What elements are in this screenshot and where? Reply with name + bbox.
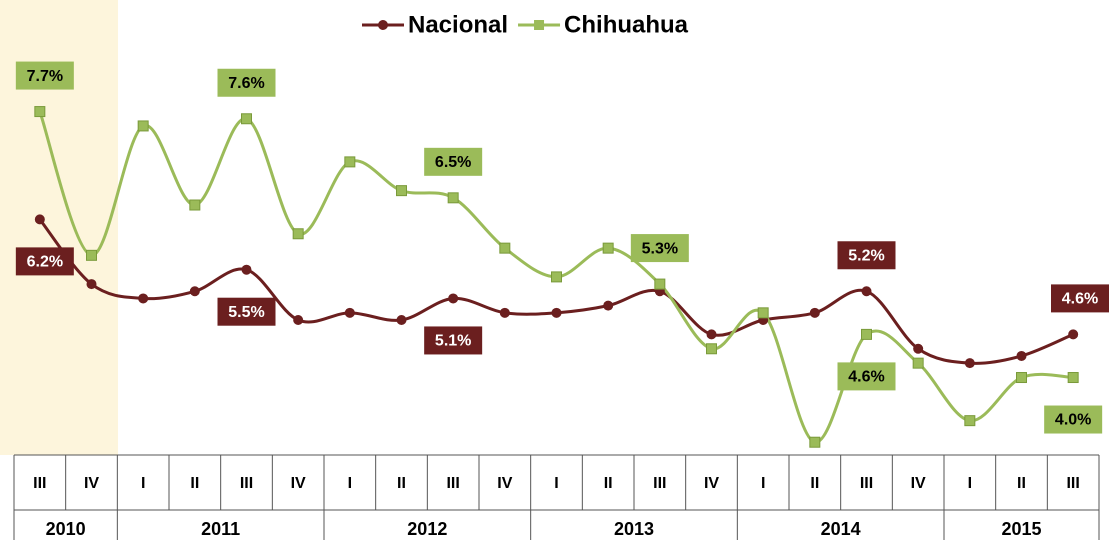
x-tick-label: IV <box>911 475 926 492</box>
point <box>551 307 562 318</box>
legend-marker <box>378 20 388 30</box>
x-tick-label: III <box>446 475 459 492</box>
year-label: 2015 <box>1001 519 1041 539</box>
point <box>1016 372 1027 384</box>
x-tick-label: I <box>141 475 145 492</box>
point <box>292 228 304 240</box>
x-tick-label: IV <box>497 475 512 492</box>
point <box>861 286 872 297</box>
label-box <box>630 234 689 263</box>
legend-label: Chihuahua <box>564 11 689 38</box>
label-box <box>837 362 896 391</box>
data-label: 5.5% <box>228 304 264 321</box>
x-tick-label: I <box>348 475 352 492</box>
point <box>602 242 614 254</box>
point <box>137 120 149 132</box>
x-tick-label: I <box>554 475 558 492</box>
point <box>448 293 459 304</box>
point <box>912 357 924 369</box>
year-label: 2013 <box>614 519 654 539</box>
data-label: 4.0% <box>1055 412 1091 429</box>
point <box>344 156 356 168</box>
year-label: 2011 <box>201 519 240 539</box>
point <box>86 249 97 261</box>
data-label: 5.1% <box>435 333 471 350</box>
point <box>189 199 201 211</box>
point <box>603 300 614 311</box>
x-tick-label: II <box>397 475 406 492</box>
x-tick-label: I <box>761 475 765 492</box>
point <box>344 307 355 318</box>
x-tick-label: II <box>1017 475 1026 492</box>
label-box <box>217 297 276 326</box>
x-tick-label: III <box>860 475 873 492</box>
year-label: 2014 <box>821 519 861 539</box>
label-box <box>15 61 74 90</box>
x-tick-label: III <box>240 475 253 492</box>
data-label: 6.5% <box>435 154 471 171</box>
point <box>86 279 97 290</box>
label-box <box>217 68 276 97</box>
data-label: 4.6% <box>1062 291 1098 308</box>
x-tick-label: II <box>810 475 819 492</box>
plot: 6.2% 5.5% 5.1% 5.2% 4.6% 7.7% 7.6% 6.5% 5.3% 4.6%… <box>15 61 1109 448</box>
point <box>654 278 666 290</box>
point <box>34 106 46 118</box>
point <box>964 358 975 369</box>
x-tick-label: IV <box>291 475 306 492</box>
point <box>861 328 872 340</box>
x-tick-label: III <box>33 475 46 492</box>
point <box>1016 350 1027 361</box>
point <box>499 307 510 318</box>
point <box>396 185 407 197</box>
point <box>34 214 45 225</box>
point <box>757 307 769 319</box>
x-tick-label: III <box>653 475 666 492</box>
point <box>447 192 459 204</box>
point <box>1067 372 1079 384</box>
point <box>1068 329 1079 340</box>
series-line <box>38 111 1074 444</box>
data-label: 4.6% <box>848 369 884 386</box>
data-label: 5.3% <box>642 240 678 257</box>
label-box <box>1051 284 1109 313</box>
point <box>138 293 149 304</box>
point <box>241 264 252 275</box>
data-label: 7.7% <box>27 68 63 85</box>
label-box <box>424 147 483 176</box>
point <box>809 307 820 318</box>
data-label: 6.2% <box>27 254 63 271</box>
label-box <box>1044 405 1103 434</box>
point <box>964 415 976 427</box>
point <box>706 343 717 355</box>
data-label: 7.6% <box>228 75 264 92</box>
label-box <box>15 247 74 276</box>
x-tick-label: II <box>604 475 613 492</box>
legend-marker <box>534 20 545 30</box>
year-label: 2010 <box>46 519 86 539</box>
point <box>241 113 252 125</box>
data-label: 5.2% <box>848 247 884 264</box>
x-tick-label: I <box>968 475 972 492</box>
point <box>706 329 717 340</box>
point <box>913 343 924 354</box>
category-table: III IV I II III IV I II III IV I II III IV I II III IV I II… <box>13 454 1100 540</box>
point <box>551 271 562 283</box>
legend-label: Nacional <box>408 11 508 38</box>
x-tick-label: II <box>190 475 199 492</box>
label-box <box>424 326 483 355</box>
point <box>189 286 200 297</box>
label-box <box>837 241 896 270</box>
point <box>293 315 304 326</box>
point <box>396 315 407 326</box>
legend: Nacional Chihuahua <box>362 11 689 38</box>
point <box>499 242 511 254</box>
x-tick-label: IV <box>84 475 99 492</box>
x-tick-label: IV <box>704 475 719 492</box>
point <box>809 436 821 448</box>
x-tick-label: III <box>1066 475 1079 492</box>
year-label: 2012 <box>407 519 447 539</box>
